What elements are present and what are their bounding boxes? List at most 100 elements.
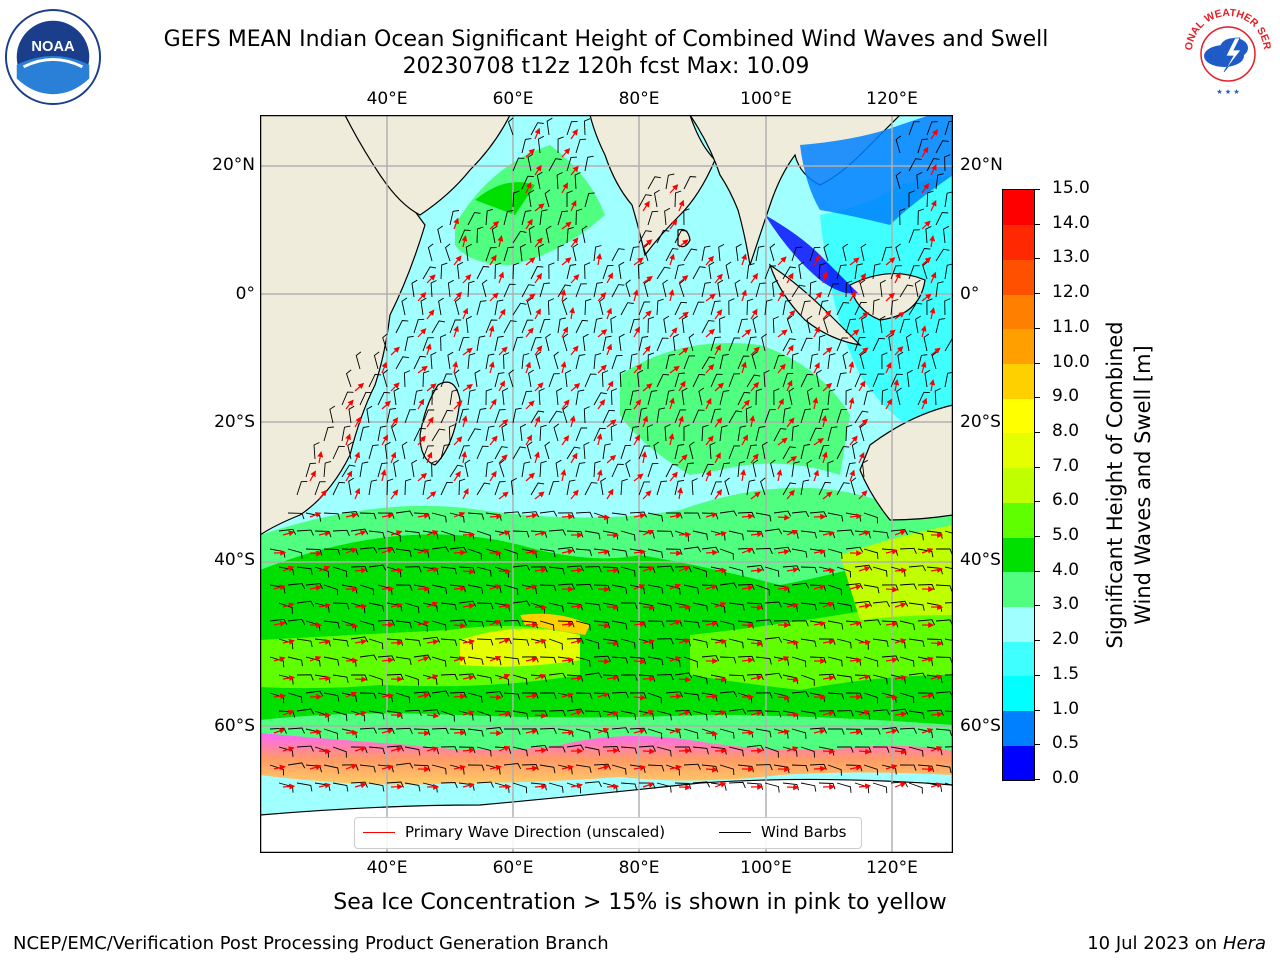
wind-barb (341, 464, 356, 478)
wind-barb (800, 638, 817, 648)
wind-barb (366, 405, 373, 424)
wind-barb (863, 728, 881, 735)
wind-barb (404, 566, 422, 573)
colorbar-tick-mark (1034, 189, 1040, 190)
wind-barb (782, 338, 796, 352)
wind-barb (521, 353, 530, 370)
wind-barb (527, 153, 534, 172)
wind-barb (296, 782, 313, 792)
wind-barb (719, 764, 735, 776)
wave-direction-arrow (462, 603, 476, 609)
wind-barb (917, 354, 928, 370)
wave-direction-arrow (534, 567, 548, 574)
wave-direction-arrow (849, 584, 862, 591)
wave-direction-arrow (741, 253, 747, 266)
wave-direction-arrow (669, 619, 682, 626)
wave-direction-arrow (426, 491, 437, 500)
wind-barb (287, 762, 306, 769)
wind-barb (925, 225, 932, 244)
wave-direction-arrow (633, 473, 644, 482)
wind-barb (584, 710, 602, 718)
wind-barb (646, 424, 654, 442)
wind-barb (755, 764, 773, 771)
wind-barb (485, 425, 495, 442)
wind-barb (476, 335, 486, 352)
wind-barb (278, 528, 297, 535)
wind-barb (449, 319, 462, 334)
wind-barb (800, 566, 818, 574)
wave-direction-arrow (426, 274, 436, 284)
wind-barb (664, 424, 671, 442)
wave-direction-arrow (786, 602, 799, 609)
wind-barb (575, 354, 586, 370)
wind-barb (719, 316, 726, 334)
wave-direction-arrow (345, 657, 359, 664)
wave-direction-arrow (776, 469, 783, 482)
wave-direction-arrow (858, 490, 868, 500)
wave-direction-arrow (858, 566, 871, 572)
wind-barb (859, 279, 866, 298)
wind-barb (395, 356, 409, 370)
wind-barb (899, 284, 914, 298)
wave-direction-arrow (813, 765, 827, 772)
wind-barb (467, 280, 475, 298)
wave-direction-arrow (489, 470, 497, 482)
wind-barb (512, 190, 520, 208)
wind-barb (440, 444, 451, 460)
wind-barb (899, 656, 915, 667)
wind-barb (332, 782, 349, 792)
wave-direction-arrow (930, 640, 944, 647)
wind-barb (373, 351, 380, 370)
wind-barb (602, 264, 614, 280)
wave-direction-arrow (822, 567, 836, 574)
wave-direction-arrow (345, 470, 353, 482)
wind-barb (539, 764, 556, 774)
wind-barb (582, 333, 589, 352)
wind-barb (836, 482, 850, 496)
wind-barb (683, 546, 702, 553)
wave-direction-arrow (633, 326, 640, 338)
wind-barb (476, 781, 494, 788)
wind-barb (746, 298, 754, 316)
wave-direction-arrow (777, 437, 788, 446)
wind-barb (665, 464, 679, 478)
wind-barb (566, 121, 578, 136)
wave-direction-arrow (525, 584, 538, 591)
wave-direction-arrow (452, 361, 459, 374)
wind-barb (728, 602, 745, 611)
wave-direction-arrow (462, 307, 469, 320)
wind-barb (944, 530, 953, 534)
wave-direction-arrow (714, 344, 721, 356)
wave-direction-arrows-layer (273, 127, 944, 791)
wave-direction-arrow (606, 710, 619, 717)
wind-barb (845, 583, 864, 590)
wind-barb (872, 782, 888, 794)
wave-direction-arrow (596, 469, 603, 482)
wind-barb (359, 727, 377, 734)
wave-direction-arrow (633, 621, 647, 628)
wind-barb (899, 692, 915, 704)
wind-barb (548, 746, 566, 753)
wind-barb (872, 709, 891, 716)
wave-direction-arrow (534, 491, 545, 500)
wind-barb (393, 459, 399, 478)
wind-barb (332, 638, 349, 647)
wave-direction-arrow (741, 547, 754, 554)
wave-direction-arrow (282, 675, 296, 682)
wind-barb (602, 335, 612, 352)
wind-barb (629, 318, 641, 334)
wind-barb (836, 372, 847, 388)
wind-barb (683, 462, 694, 478)
wind-barb (512, 302, 527, 316)
wave-direction-arrow (354, 710, 367, 717)
wave-direction-arrow (534, 451, 540, 464)
wind-barb (737, 318, 748, 334)
lat-tick-right-20s: 20°S (960, 412, 1001, 432)
wind-barb (545, 225, 552, 244)
wind-barb (512, 446, 527, 460)
wind-barb (818, 262, 826, 280)
wind-barb (544, 189, 551, 208)
wind-barb (772, 279, 779, 298)
wave-direction-arrow (489, 655, 502, 662)
wind-barb (485, 388, 493, 406)
